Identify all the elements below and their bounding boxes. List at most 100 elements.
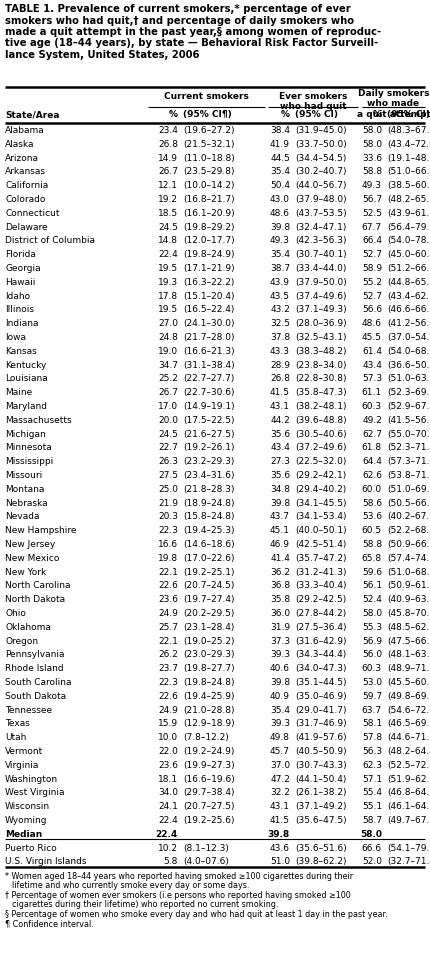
Text: 19.0: 19.0	[158, 347, 178, 356]
Text: 18.5: 18.5	[158, 208, 178, 218]
Text: 59.6: 59.6	[362, 567, 382, 576]
Text: Massachusetts: Massachusetts	[5, 415, 72, 424]
Text: (23.4–31.6): (23.4–31.6)	[183, 471, 234, 480]
Text: 24.5: 24.5	[158, 429, 178, 438]
Text: Mississippi: Mississippi	[5, 456, 53, 466]
Text: (29.2–42.5): (29.2–42.5)	[295, 595, 346, 604]
Text: (16.6–21.3): (16.6–21.3)	[183, 347, 235, 356]
Text: Florida: Florida	[5, 250, 36, 259]
Text: 22.4: 22.4	[158, 250, 178, 259]
Text: District of Columbia: District of Columbia	[5, 236, 95, 245]
Text: (19.0–25.2): (19.0–25.2)	[183, 636, 234, 645]
Text: 43.0: 43.0	[270, 194, 290, 204]
Text: %: %	[169, 109, 178, 119]
Text: (16.5–22.4): (16.5–22.4)	[183, 305, 234, 314]
Text: 35.8: 35.8	[270, 595, 290, 604]
Text: 45.5: 45.5	[362, 332, 382, 342]
Text: (23.0–29.3): (23.0–29.3)	[183, 650, 234, 658]
Text: (49.7–67.6): (49.7–67.6)	[387, 815, 430, 824]
Text: 43.3: 43.3	[270, 347, 290, 356]
Text: (54.6–72.8): (54.6–72.8)	[387, 704, 430, 714]
Text: 37.0: 37.0	[270, 760, 290, 769]
Text: (43.9–61.1): (43.9–61.1)	[387, 208, 430, 218]
Text: (19.8–27.7): (19.8–27.7)	[183, 663, 235, 672]
Text: (40.0–50.1): (40.0–50.1)	[295, 526, 347, 534]
Text: 55.3: 55.3	[362, 622, 382, 631]
Text: (41.2–56.0): (41.2–56.0)	[387, 319, 430, 328]
Text: (51.2–66.7): (51.2–66.7)	[387, 264, 430, 273]
Text: (52.9–67.8): (52.9–67.8)	[387, 402, 430, 410]
Text: 57.3: 57.3	[362, 374, 382, 383]
Text: 56.7: 56.7	[362, 194, 382, 204]
Text: (14.6–18.6): (14.6–18.6)	[183, 539, 235, 548]
Text: 35.6: 35.6	[270, 471, 290, 480]
Text: 25.7: 25.7	[158, 622, 178, 631]
Text: (38.3–48.2): (38.3–48.2)	[295, 347, 347, 356]
Text: (39.6–48.8): (39.6–48.8)	[295, 415, 347, 424]
Text: (34.3–44.4): (34.3–44.4)	[295, 650, 346, 658]
Text: (37.1–49.3): (37.1–49.3)	[295, 305, 347, 314]
Text: (50.9–66.7): (50.9–66.7)	[387, 539, 430, 548]
Text: 48.6: 48.6	[362, 319, 382, 328]
Text: (10.0–14.2): (10.0–14.2)	[183, 181, 234, 190]
Text: 24.9: 24.9	[158, 609, 178, 617]
Text: (55.0–70.4): (55.0–70.4)	[387, 429, 430, 438]
Text: 22.7: 22.7	[158, 443, 178, 452]
Text: (43.4–72.6): (43.4–72.6)	[387, 140, 430, 149]
Text: Utah: Utah	[5, 733, 26, 742]
Text: 27.5: 27.5	[158, 471, 178, 480]
Text: 36.0: 36.0	[270, 609, 290, 617]
Text: Virginia: Virginia	[5, 760, 40, 769]
Text: Median: Median	[5, 828, 42, 838]
Text: (47.5–66.3): (47.5–66.3)	[387, 636, 430, 645]
Text: (30.2–40.7): (30.2–40.7)	[295, 167, 347, 176]
Text: Oklahoma: Oklahoma	[5, 622, 51, 631]
Text: South Carolina: South Carolina	[5, 677, 71, 686]
Text: 55.1: 55.1	[362, 801, 382, 810]
Text: (48.3–67.7): (48.3–67.7)	[387, 126, 430, 135]
Text: 18.1: 18.1	[158, 774, 178, 783]
Text: California: California	[5, 181, 48, 190]
Text: 52.7: 52.7	[362, 291, 382, 300]
Text: Washington: Washington	[5, 774, 58, 783]
Text: (16.1–20.9): (16.1–20.9)	[183, 208, 235, 218]
Text: 26.8: 26.8	[270, 374, 290, 383]
Text: (52.5–72.0): (52.5–72.0)	[387, 760, 430, 769]
Text: (49.8–69.5): (49.8–69.5)	[387, 691, 430, 700]
Text: 22.3: 22.3	[158, 526, 178, 534]
Text: (33.3–40.4): (33.3–40.4)	[295, 580, 347, 590]
Text: 23.4: 23.4	[158, 126, 178, 135]
Text: (4.0–07.6): (4.0–07.6)	[183, 857, 229, 866]
Text: Kansas: Kansas	[5, 347, 37, 356]
Text: (34.4–54.5): (34.4–54.5)	[295, 153, 347, 162]
Text: South Dakota: South Dakota	[5, 691, 66, 700]
Text: Daily smokers
who made
a quit attempt: Daily smokers who made a quit attempt	[356, 89, 430, 118]
Text: 57.8: 57.8	[362, 733, 382, 742]
Text: 49.2: 49.2	[362, 415, 382, 424]
Text: Alabama: Alabama	[5, 126, 45, 135]
Text: (51.0–69.0): (51.0–69.0)	[387, 485, 430, 493]
Text: 26.3: 26.3	[158, 456, 178, 466]
Text: (21.6–27.5): (21.6–27.5)	[183, 429, 234, 438]
Text: 38.7: 38.7	[270, 264, 290, 273]
Text: (37.1–49.2): (37.1–49.2)	[295, 801, 347, 810]
Text: 43.1: 43.1	[270, 402, 290, 410]
Text: 24.9: 24.9	[158, 704, 178, 714]
Text: (45.5–60.5): (45.5–60.5)	[387, 677, 430, 686]
Text: (29.0–41.7): (29.0–41.7)	[295, 704, 347, 714]
Text: Idaho: Idaho	[5, 291, 30, 300]
Text: (51.9–62.3): (51.9–62.3)	[387, 774, 430, 783]
Text: (19.7–27.4): (19.7–27.4)	[183, 595, 234, 604]
Text: (7.8–12.2): (7.8–12.2)	[183, 733, 229, 742]
Text: Nebraska: Nebraska	[5, 498, 48, 507]
Text: 19.5: 19.5	[158, 264, 178, 273]
Text: lifetime and who currently smoke every day or some days.: lifetime and who currently smoke every d…	[12, 880, 249, 889]
Text: (46.6–66.7): (46.6–66.7)	[387, 305, 430, 314]
Text: (35.6–47.5): (35.6–47.5)	[295, 815, 347, 824]
Text: 55.2: 55.2	[362, 277, 382, 286]
Text: 35.6: 35.6	[270, 429, 290, 438]
Text: Oregon: Oregon	[5, 636, 38, 645]
Text: cigarettes during their lifetime) who reported no current smoking.: cigarettes during their lifetime) who re…	[12, 899, 278, 909]
Text: Georgia: Georgia	[5, 264, 40, 273]
Text: (14.9–19.1): (14.9–19.1)	[183, 402, 235, 410]
